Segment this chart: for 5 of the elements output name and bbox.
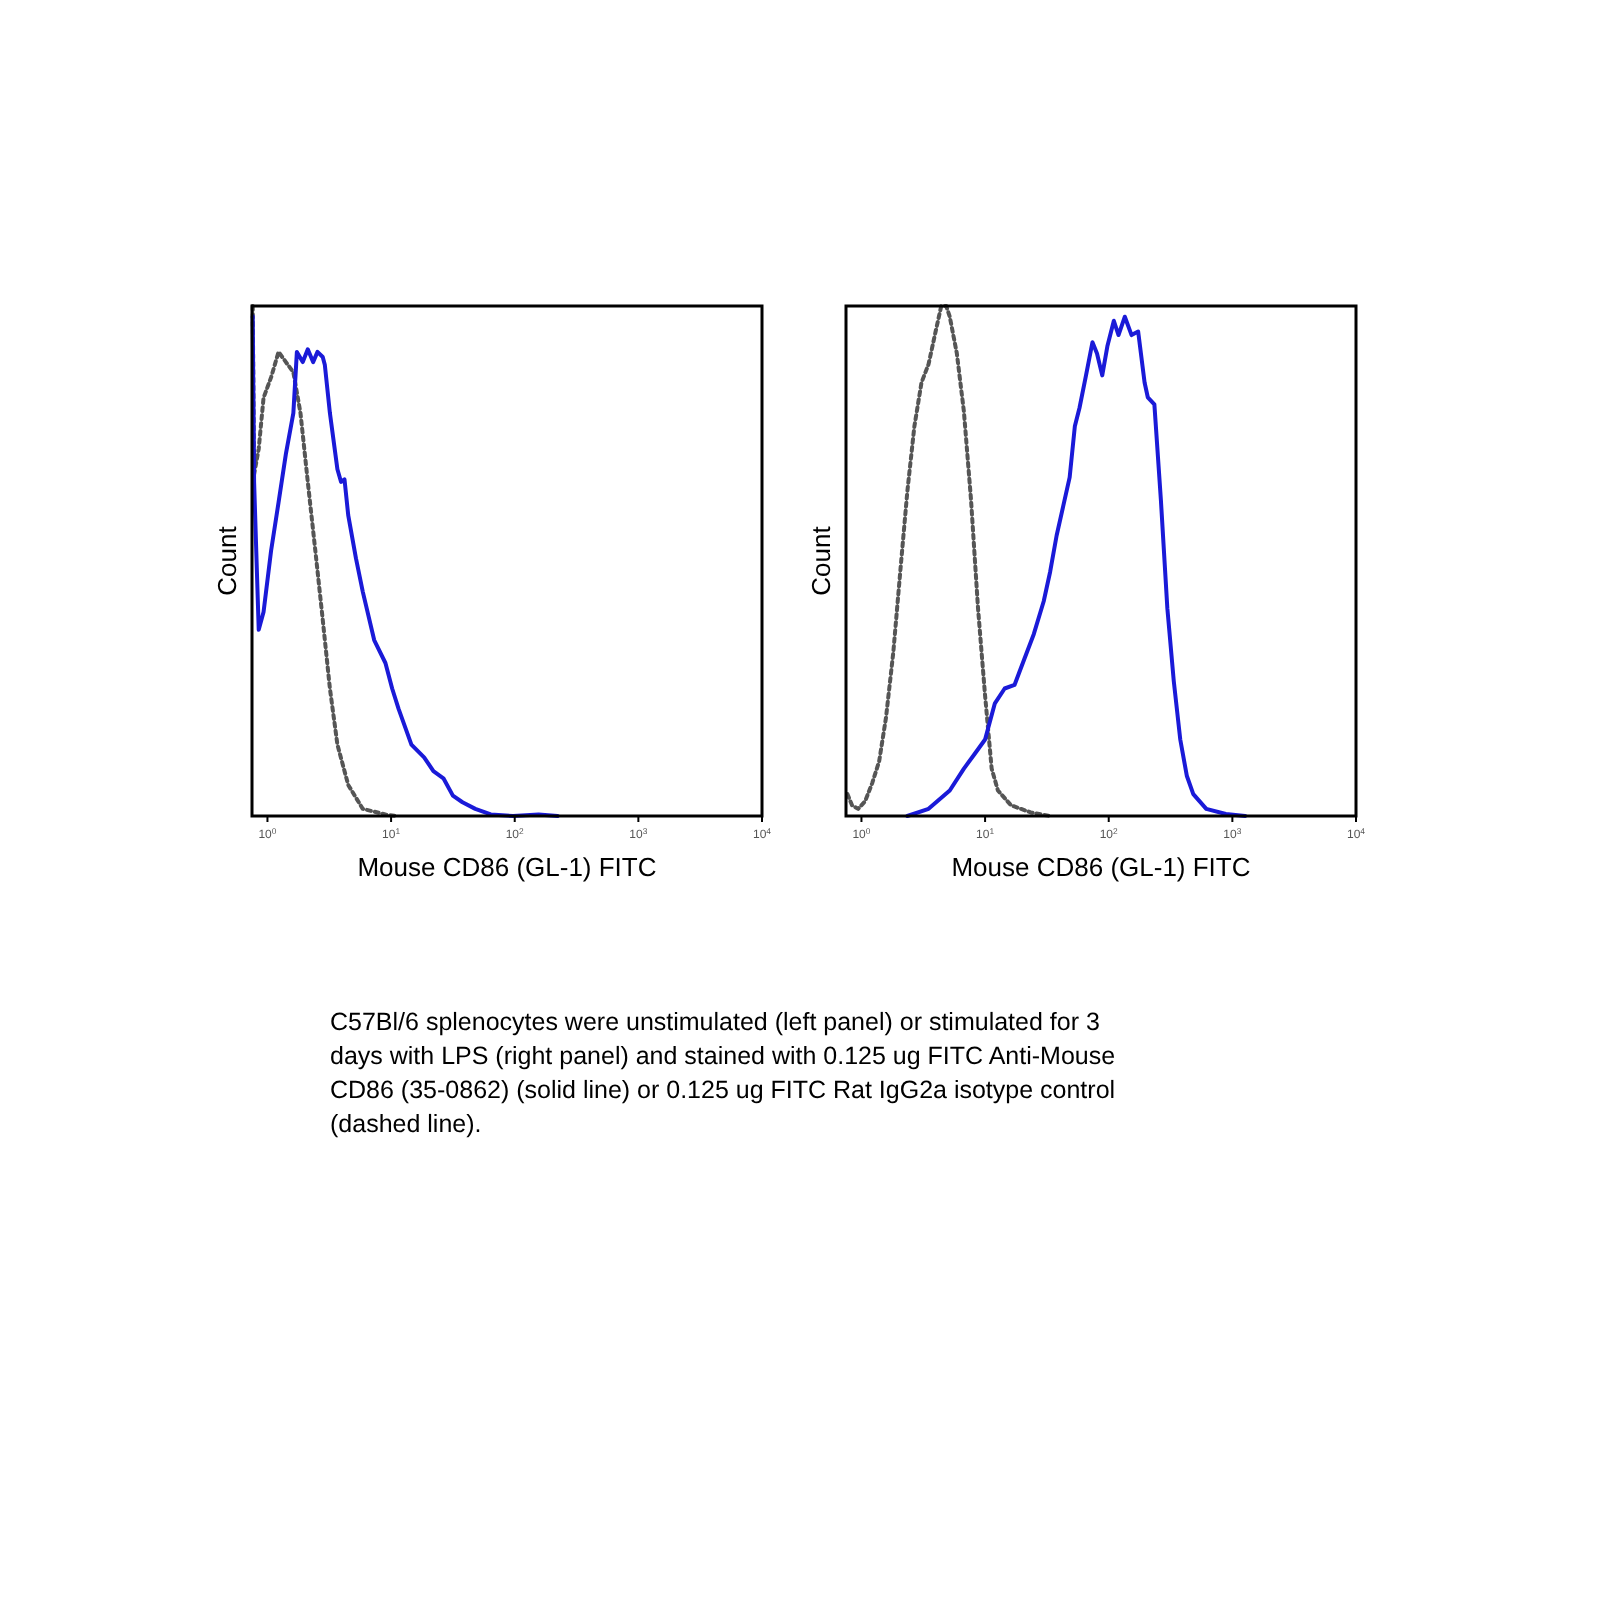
y-axis-title: Count xyxy=(806,525,836,596)
x-axis-title: Mouse CD86 (GL-1) FITC xyxy=(357,852,657,882)
y-axis-title: Count xyxy=(212,525,242,596)
text: C57Bl/6 splenocytes were unstimulated (left panel) or stimulated for 3 days with LPS (right panel) and stained with 0.125 ug FITC Anti-Mouse CD86 (35-0862) (solid line) or 0.125 ug FITC Rat IgG2a isotype control (dashed line). xyxy=(330,1008,1116,1138)
x-axis-title: Mouse CD86 (GL-1) FITC xyxy=(951,852,1251,882)
